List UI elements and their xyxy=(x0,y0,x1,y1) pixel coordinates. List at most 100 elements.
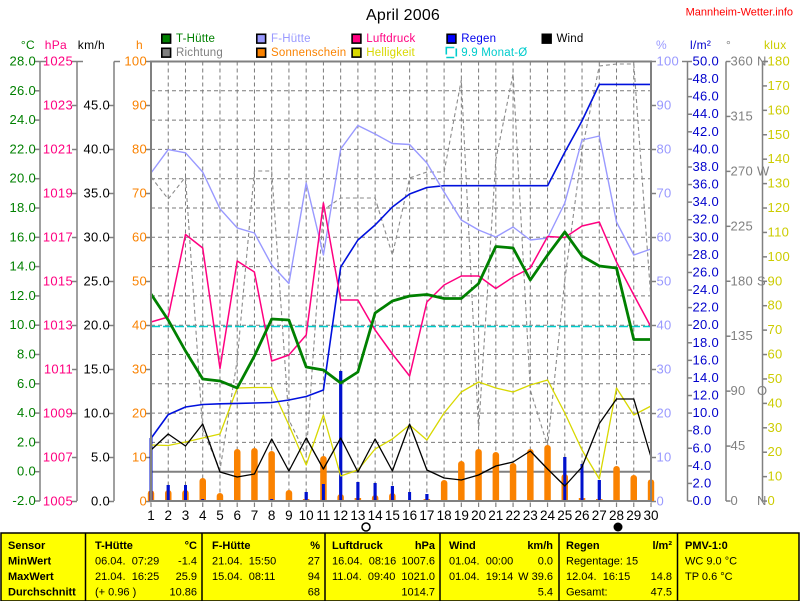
svg-text:140: 140 xyxy=(768,151,791,166)
svg-text:46.0: 46.0 xyxy=(693,89,720,104)
svg-text:10: 10 xyxy=(657,450,672,465)
svg-text:50: 50 xyxy=(132,274,147,289)
svg-text:68: 68 xyxy=(308,587,320,599)
svg-text:10: 10 xyxy=(132,450,147,465)
svg-text:Luftdruck: Luftdruck xyxy=(332,540,384,552)
svg-text:360: 360 xyxy=(731,54,754,69)
svg-text:hPa: hPa xyxy=(45,38,67,52)
svg-text:14.8: 14.8 xyxy=(651,571,672,583)
svg-text:90: 90 xyxy=(657,98,672,113)
svg-text:Richtung: Richtung xyxy=(176,47,223,59)
svg-text:40: 40 xyxy=(657,318,672,333)
svg-text:6.0: 6.0 xyxy=(17,376,36,391)
svg-text:1011: 1011 xyxy=(44,362,73,377)
svg-text:12.04. 16:15: 12.04. 16:15 xyxy=(566,571,630,583)
svg-text:14.0: 14.0 xyxy=(9,259,36,274)
svg-text:l/m²: l/m² xyxy=(690,38,711,52)
svg-text:°C: °C xyxy=(21,38,35,52)
svg-text:Luftdruck: Luftdruck xyxy=(366,33,415,45)
svg-text:28.0: 28.0 xyxy=(9,54,36,69)
svg-text:F-Hütte: F-Hütte xyxy=(212,540,251,552)
svg-text:60: 60 xyxy=(657,230,672,245)
svg-text:20: 20 xyxy=(657,406,672,421)
svg-text:23: 23 xyxy=(523,508,538,523)
svg-text:48.0: 48.0 xyxy=(693,71,720,86)
svg-text:MinWert: MinWert xyxy=(8,556,52,568)
svg-text:Mannheim-Wetter.info: Mannheim-Wetter.info xyxy=(686,7,793,19)
svg-text:W: W xyxy=(757,163,770,178)
svg-text:90: 90 xyxy=(132,98,147,113)
svg-text:8.0: 8.0 xyxy=(693,423,712,438)
svg-text:1015: 1015 xyxy=(43,274,73,289)
svg-text:170: 170 xyxy=(768,78,791,93)
svg-text:70: 70 xyxy=(657,186,672,201)
svg-text:180: 180 xyxy=(768,54,791,69)
svg-text:40.0: 40.0 xyxy=(83,142,110,157)
svg-text:1013: 1013 xyxy=(43,318,73,333)
svg-text:42.0: 42.0 xyxy=(693,124,720,139)
svg-text:F-Hütte: F-Hütte xyxy=(271,33,311,45)
svg-text:11.04. 09:40: 11.04. 09:40 xyxy=(332,571,395,583)
svg-text:30: 30 xyxy=(132,362,147,377)
svg-text:32.0: 32.0 xyxy=(693,212,720,227)
svg-text:l/m²: l/m² xyxy=(652,540,672,552)
svg-text:Wind: Wind xyxy=(449,540,476,552)
svg-text:225: 225 xyxy=(731,218,754,233)
svg-text:19: 19 xyxy=(454,508,469,523)
svg-text:Sonnenschein: Sonnenschein xyxy=(271,47,346,59)
svg-text:110: 110 xyxy=(768,224,790,239)
svg-text:90: 90 xyxy=(731,383,746,398)
svg-text:April 2006: April 2006 xyxy=(366,7,440,24)
svg-text:km/h: km/h xyxy=(527,540,553,552)
svg-text:Sensor: Sensor xyxy=(8,540,46,552)
svg-text:13: 13 xyxy=(350,508,365,523)
svg-text:20.0: 20.0 xyxy=(9,171,36,186)
svg-text:21.04. 15:50: 21.04. 15:50 xyxy=(212,556,276,568)
svg-text:0: 0 xyxy=(657,494,665,509)
svg-text:N: N xyxy=(757,54,767,69)
svg-text:80: 80 xyxy=(768,298,783,313)
svg-text:25.9: 25.9 xyxy=(176,571,197,583)
svg-text:18.0: 18.0 xyxy=(9,200,36,215)
svg-text:50.0: 50.0 xyxy=(693,54,720,69)
svg-text:2: 2 xyxy=(164,508,172,523)
svg-text:34.0: 34.0 xyxy=(693,194,720,209)
svg-text:2.0: 2.0 xyxy=(17,434,36,449)
svg-text:12.0: 12.0 xyxy=(9,288,36,303)
svg-text:-1.4: -1.4 xyxy=(178,556,197,568)
svg-text:45: 45 xyxy=(731,438,746,453)
svg-text:1007.6: 1007.6 xyxy=(401,556,435,568)
svg-text:100: 100 xyxy=(768,249,791,264)
svg-text:40.0: 40.0 xyxy=(693,141,720,156)
svg-text:0.0: 0.0 xyxy=(538,556,553,568)
svg-text:36.0: 36.0 xyxy=(693,177,720,192)
svg-text:14: 14 xyxy=(368,508,384,523)
svg-text:10.86: 10.86 xyxy=(169,587,197,599)
svg-text:150: 150 xyxy=(768,127,791,142)
svg-text:01.04. 19:14: 01.04. 19:14 xyxy=(449,571,513,583)
svg-text:3: 3 xyxy=(182,508,190,523)
svg-text:24.0: 24.0 xyxy=(693,282,720,297)
svg-text:38.0: 38.0 xyxy=(693,159,720,174)
svg-text:hPa: hPa xyxy=(415,540,436,552)
svg-text:0: 0 xyxy=(139,494,147,509)
svg-text:70: 70 xyxy=(768,322,783,337)
svg-text:1007: 1007 xyxy=(43,450,73,465)
svg-text:8: 8 xyxy=(268,508,276,523)
svg-text:47.5: 47.5 xyxy=(651,587,672,599)
svg-text:21.04. 16:25: 21.04. 16:25 xyxy=(95,571,159,583)
svg-text:10: 10 xyxy=(299,508,314,523)
svg-text:1021: 1021 xyxy=(43,142,73,157)
svg-text:16.0: 16.0 xyxy=(9,229,36,244)
svg-text:5.4: 5.4 xyxy=(538,587,553,599)
svg-text:45.0: 45.0 xyxy=(83,98,110,113)
svg-text:16: 16 xyxy=(402,508,417,523)
svg-text:28.0: 28.0 xyxy=(693,247,720,262)
svg-text:1017: 1017 xyxy=(43,230,73,245)
svg-text:10.0: 10.0 xyxy=(693,405,720,420)
svg-text:5: 5 xyxy=(216,508,224,523)
svg-text:60: 60 xyxy=(132,230,147,245)
svg-text:17: 17 xyxy=(419,508,434,523)
svg-text:S: S xyxy=(757,273,766,288)
svg-text:Regen: Regen xyxy=(461,33,496,45)
